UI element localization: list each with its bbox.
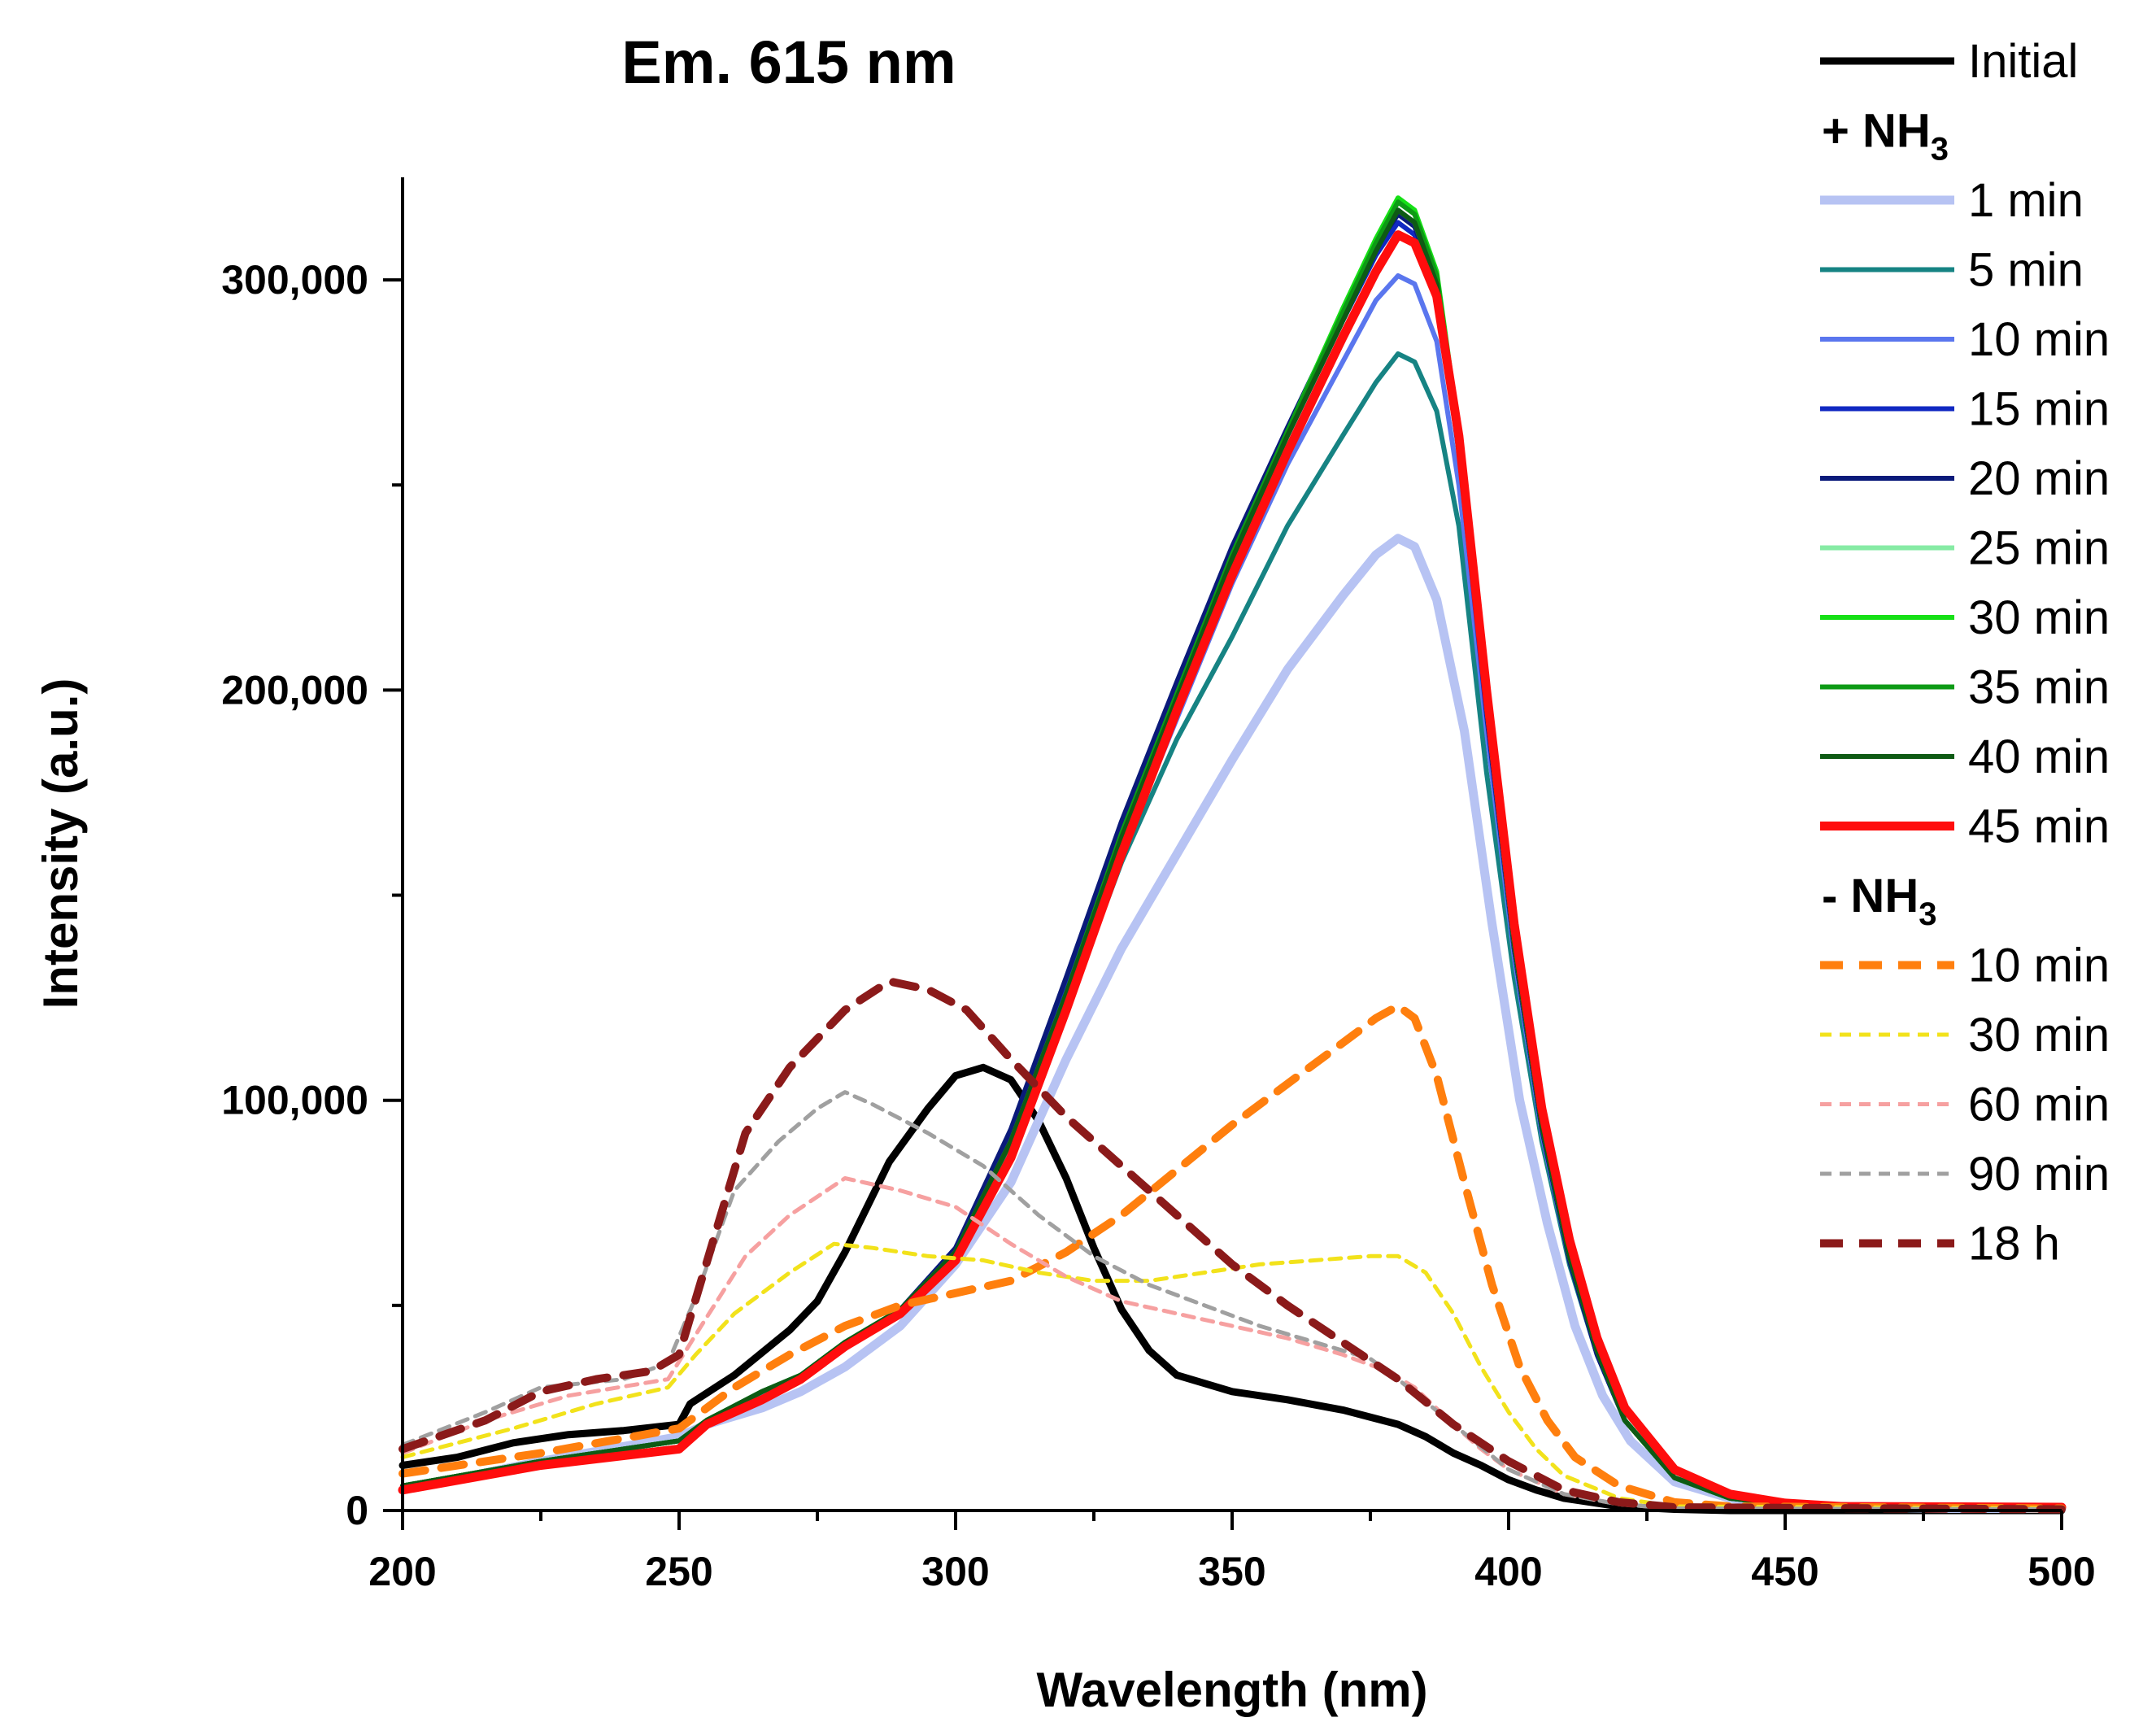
x-tick-label-250: 250 [645, 1549, 712, 1594]
series-line-5 [400, 211, 2064, 1509]
series-line-1 [398, 534, 2067, 1513]
x-tick-label-400: 400 [1474, 1549, 1542, 1594]
y-tick-label-100000: 100,000 [221, 1078, 368, 1123]
x-axis-label: Wavelength (nm) [1036, 1663, 1427, 1717]
legend-label-4: 15 min [1968, 383, 2110, 436]
series-line-13 [400, 1176, 2064, 1511]
series-line-14 [400, 1090, 2064, 1511]
y-ticks: 0 100,000 200,000 300,000 [221, 257, 403, 1533]
chart-title: Em. 615 nm [621, 28, 956, 96]
legend-header-remove-nh3: - NH3 [1822, 870, 1936, 932]
legend-label-11: 10 min [1968, 939, 2110, 992]
legend-label-9: 40 min [1968, 730, 2110, 783]
legend-label-10: 45 min [1968, 800, 2110, 853]
legend-label-3: 10 min [1968, 313, 2110, 366]
series-line-11 [399, 1001, 2066, 1513]
legend-label-7: 30 min [1968, 591, 2110, 644]
x-tick-label-300: 300 [921, 1549, 989, 1594]
series-layer [398, 195, 2067, 1515]
y-axis-label: Intensity (a.u.) [33, 678, 88, 1009]
series-line-7 [400, 195, 2064, 1509]
series-line-8 [400, 199, 2064, 1509]
x-tick-label-350: 350 [1198, 1549, 1265, 1594]
y-tick-label-0: 0 [346, 1488, 368, 1533]
series-line-2 [400, 351, 2064, 1509]
x-tick-label-200: 200 [368, 1549, 436, 1594]
legend-label-2: 5 min [1968, 244, 2084, 297]
legend-label-15: 18 h [1968, 1218, 2060, 1271]
series-line-6 [400, 207, 2064, 1509]
legend: Initial + NH3 1 min 5 min 10 min 15 min 20 min… [1820, 35, 2110, 1271]
legend-label-8: 35 min [1968, 661, 2110, 714]
legend-label-0: Initial [1968, 35, 2078, 88]
series-line-15 [399, 977, 2066, 1514]
x-ticks: 200 250 300 350 400 450 500 [368, 1511, 2096, 1594]
series-line-10 [398, 230, 2067, 1512]
legend-label-14: 90 min [1968, 1148, 2110, 1201]
series-line-9 [400, 207, 2064, 1509]
series-line-0 [399, 1063, 2066, 1515]
legend-label-1: 1 min [1968, 174, 2084, 227]
legend-header-add-nh3: + NH3 [1822, 105, 1949, 168]
legend-label-12: 30 min [1968, 1009, 2110, 1062]
x-tick-label-450: 450 [1751, 1549, 1818, 1594]
series-line-12 [400, 1241, 2064, 1511]
legend-label-6: 25 min [1968, 522, 2110, 575]
legend-label-13: 60 min [1968, 1079, 2110, 1131]
series-line-3 [400, 273, 2064, 1509]
legend-label-5: 20 min [1968, 452, 2110, 505]
plot-area: 200 250 300 350 400 450 500 0 100,000 200,000 300… [221, 177, 2096, 1594]
y-tick-label-300000: 300,000 [221, 257, 368, 303]
y-tick-label-200000: 200,000 [221, 667, 368, 713]
x-tick-label-500: 500 [2028, 1549, 2095, 1594]
